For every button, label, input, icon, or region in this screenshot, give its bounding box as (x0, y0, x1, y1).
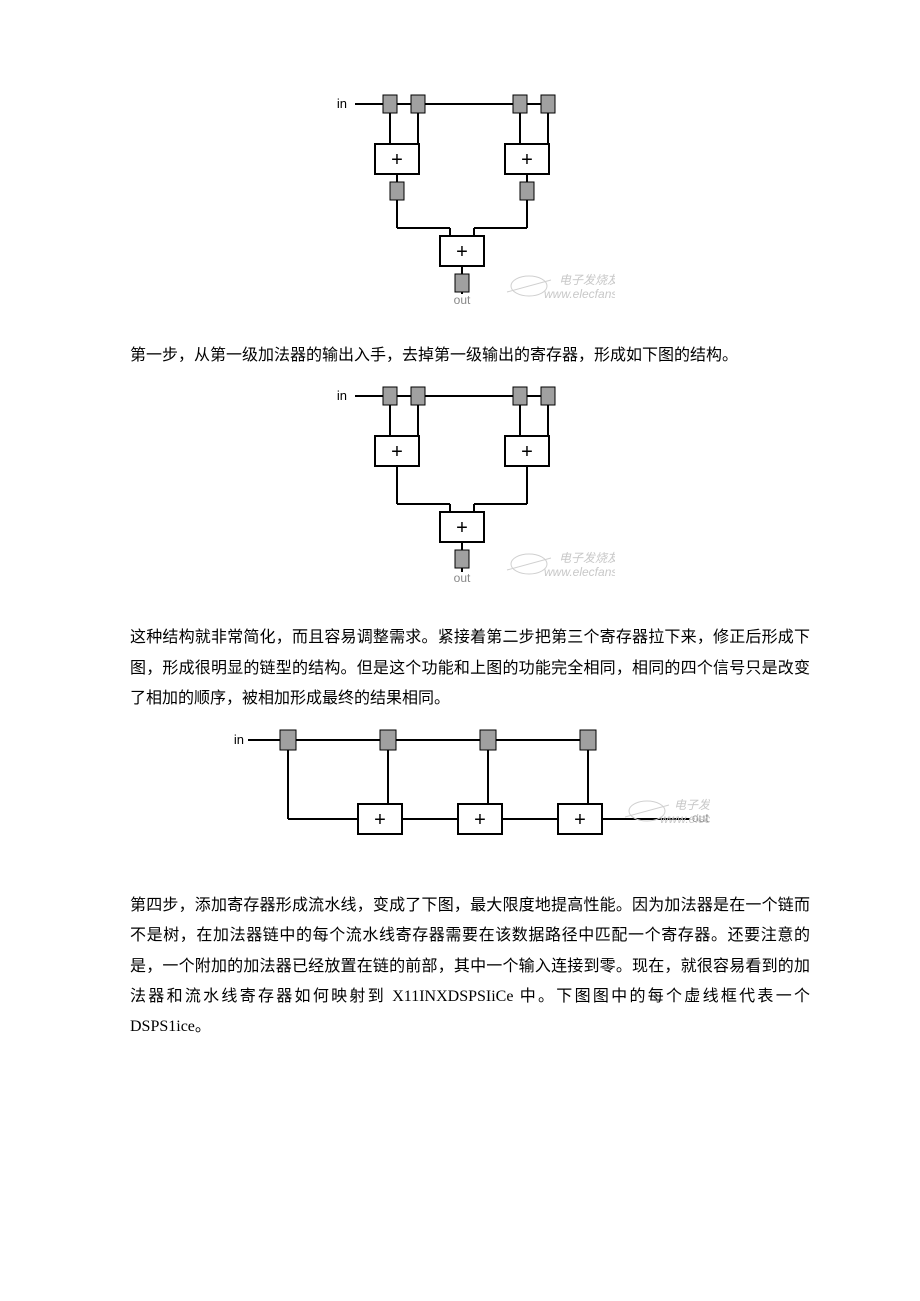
svg-text:电子发烧友: 电子发烧友 (559, 551, 615, 565)
diagram-1-wrap: in + + + out 电子发烧友www.elecfans.com (130, 90, 810, 321)
svg-text:电子发烧友: 电子发烧友 (559, 273, 615, 287)
svg-text:in: in (337, 388, 347, 403)
svg-text:in: in (337, 96, 347, 111)
svg-text:+: + (474, 809, 486, 831)
svg-text:+: + (374, 809, 386, 831)
paragraph-step2: 这种结构就非常简化，而且容易调整需求。紧接着第二步把第三个寄存器拉下来，修正后形… (130, 623, 810, 714)
svg-text:+: + (391, 149, 403, 171)
svg-text:www.elecfans.com: www.elecfans.com (544, 287, 615, 301)
svg-text:www.elecfans.com: www.elecfans.com (660, 812, 710, 826)
adder-chain-diagram: in+++out电子发烧友www.elecfans.com (230, 724, 710, 859)
document-page: in+++out电子发烧友www.elecfans.com 第一步，从第一级加法… (0, 0, 920, 1131)
svg-text:www.elecfans.com: www.elecfans.com (544, 565, 615, 579)
paragraph-step4: 第四步，添加寄存器形成流水线，变成了下图，最大限度地提高性能。因为加法器是在一个… (130, 891, 810, 1043)
svg-text:+: + (574, 809, 586, 831)
svg-text:+: + (521, 441, 533, 463)
adder-tree-diagram-2: in + + + out 电子发烧友www.elecfans.com (325, 382, 615, 592)
svg-text:in: in (234, 732, 244, 747)
paragraph-step1: 第一步，从第一级加法器的输出入手，去掉第一级输出的寄存器，形成如下图的结构。 (130, 341, 810, 371)
adder-tree-diagram-1: in + + + out 电子发烧友www.elecfans.com (325, 90, 615, 310)
svg-text:out: out (454, 571, 471, 585)
svg-text:+: + (456, 241, 468, 263)
svg-text:电子发烧友: 电子发烧友 (674, 798, 710, 812)
svg-text:+: + (521, 149, 533, 171)
svg-text:out: out (454, 293, 471, 307)
diagram-2-wrap: in + + + out 电子发烧友www.elecfans.com (130, 382, 810, 603)
svg-text:+: + (456, 517, 468, 539)
svg-text:+: + (391, 441, 403, 463)
diagram-3-wrap: in+++out电子发烧友www.elecfans.com (130, 724, 810, 870)
